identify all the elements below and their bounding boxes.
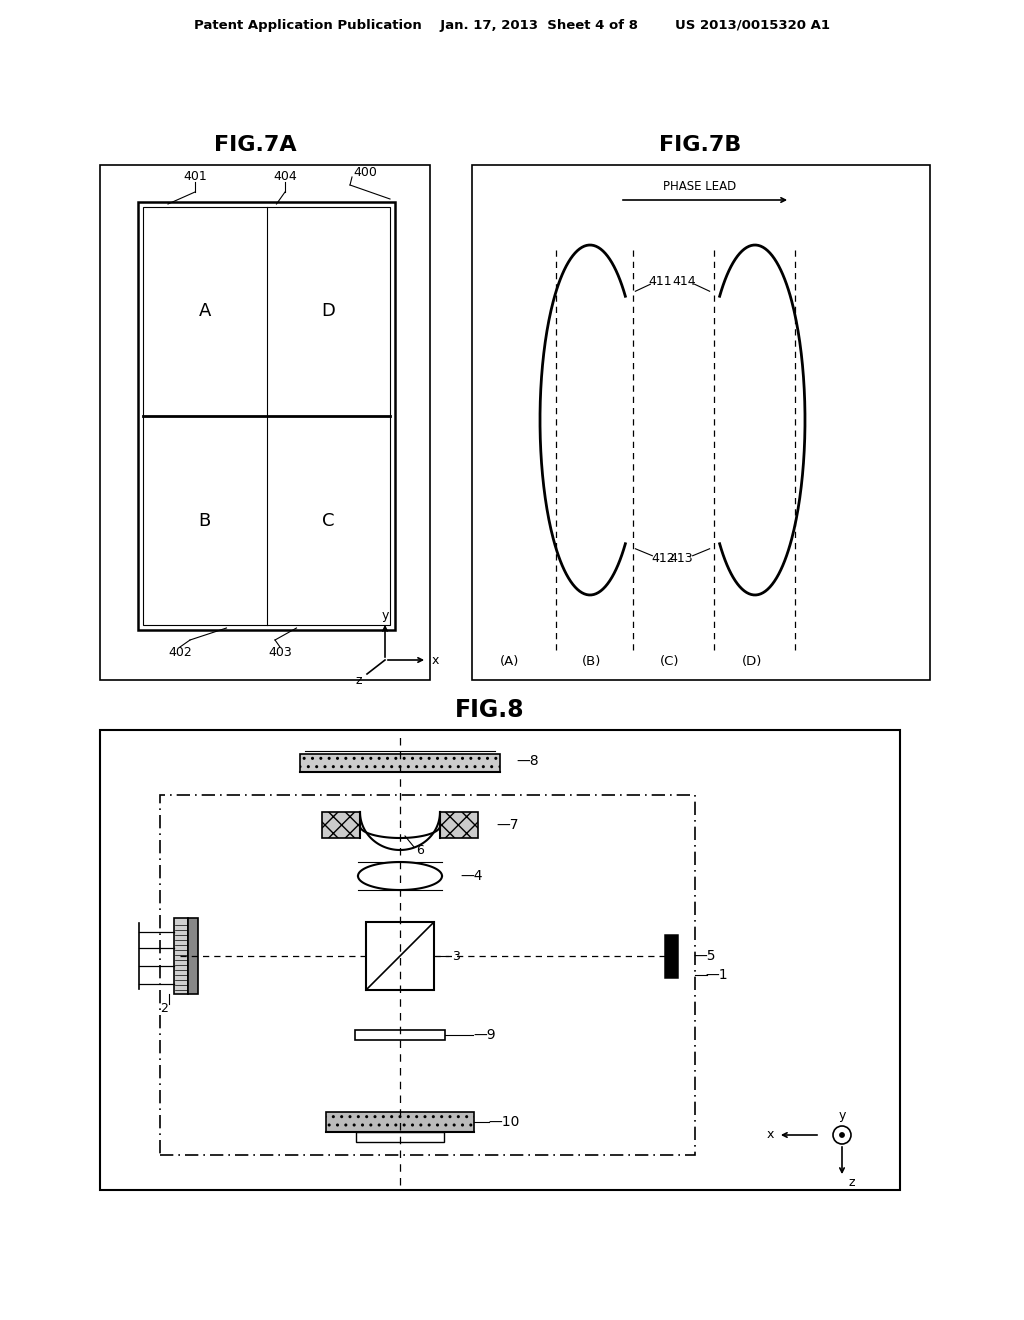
- Text: —5: —5: [693, 949, 716, 964]
- Text: PHASE LEAD: PHASE LEAD: [664, 181, 736, 194]
- Text: 412: 412: [651, 552, 675, 565]
- Text: 2: 2: [160, 1002, 168, 1015]
- Text: 414: 414: [673, 275, 696, 288]
- Text: —9: —9: [474, 1028, 497, 1041]
- Text: y: y: [839, 1109, 846, 1122]
- Text: —4: —4: [461, 869, 483, 883]
- Text: z: z: [849, 1176, 855, 1189]
- Text: FIG.7A: FIG.7A: [214, 135, 296, 154]
- Bar: [143, 207, 390, 624]
- Bar: [138, 202, 395, 630]
- Bar: [356, 1133, 444, 1142]
- Text: 404: 404: [273, 170, 297, 183]
- Text: FIG.8: FIG.8: [456, 698, 525, 722]
- Text: FIG.7B: FIG.7B: [658, 135, 741, 154]
- Bar: [665, 935, 677, 977]
- Text: A: A: [199, 302, 211, 321]
- Text: —7: —7: [497, 818, 519, 832]
- Text: 3: 3: [452, 949, 460, 962]
- Text: 400: 400: [353, 165, 377, 178]
- Text: B: B: [199, 511, 211, 529]
- Text: (B): (B): [583, 656, 602, 668]
- Text: 403: 403: [268, 645, 292, 659]
- Text: C: C: [322, 511, 335, 529]
- Bar: [322, 812, 360, 838]
- Text: (D): (D): [741, 656, 762, 668]
- Circle shape: [840, 1133, 844, 1138]
- Bar: [160, 795, 695, 1155]
- Text: (C): (C): [660, 656, 680, 668]
- Text: 402: 402: [168, 645, 191, 659]
- Bar: [355, 1030, 445, 1040]
- Text: 413: 413: [670, 552, 693, 565]
- Text: 6: 6: [416, 843, 424, 857]
- Bar: [472, 165, 930, 680]
- Bar: [174, 917, 188, 994]
- Text: D: D: [322, 302, 335, 321]
- Text: —10: —10: [488, 1115, 520, 1129]
- Text: —1: —1: [706, 968, 728, 982]
- Bar: [100, 165, 430, 680]
- Text: y: y: [381, 609, 389, 622]
- Text: (A): (A): [501, 656, 520, 668]
- Bar: [100, 730, 900, 1191]
- Bar: [300, 754, 500, 772]
- Text: —8: —8: [517, 754, 540, 768]
- Text: z: z: [355, 673, 362, 686]
- Text: 401: 401: [183, 170, 207, 183]
- Text: 411: 411: [648, 275, 672, 288]
- Text: Patent Application Publication    Jan. 17, 2013  Sheet 4 of 8        US 2013/001: Patent Application Publication Jan. 17, …: [194, 18, 830, 32]
- Text: x: x: [766, 1129, 774, 1142]
- Bar: [440, 812, 478, 838]
- Bar: [188, 917, 198, 994]
- Bar: [366, 921, 434, 990]
- Text: x: x: [431, 653, 438, 667]
- Bar: [326, 1111, 474, 1133]
